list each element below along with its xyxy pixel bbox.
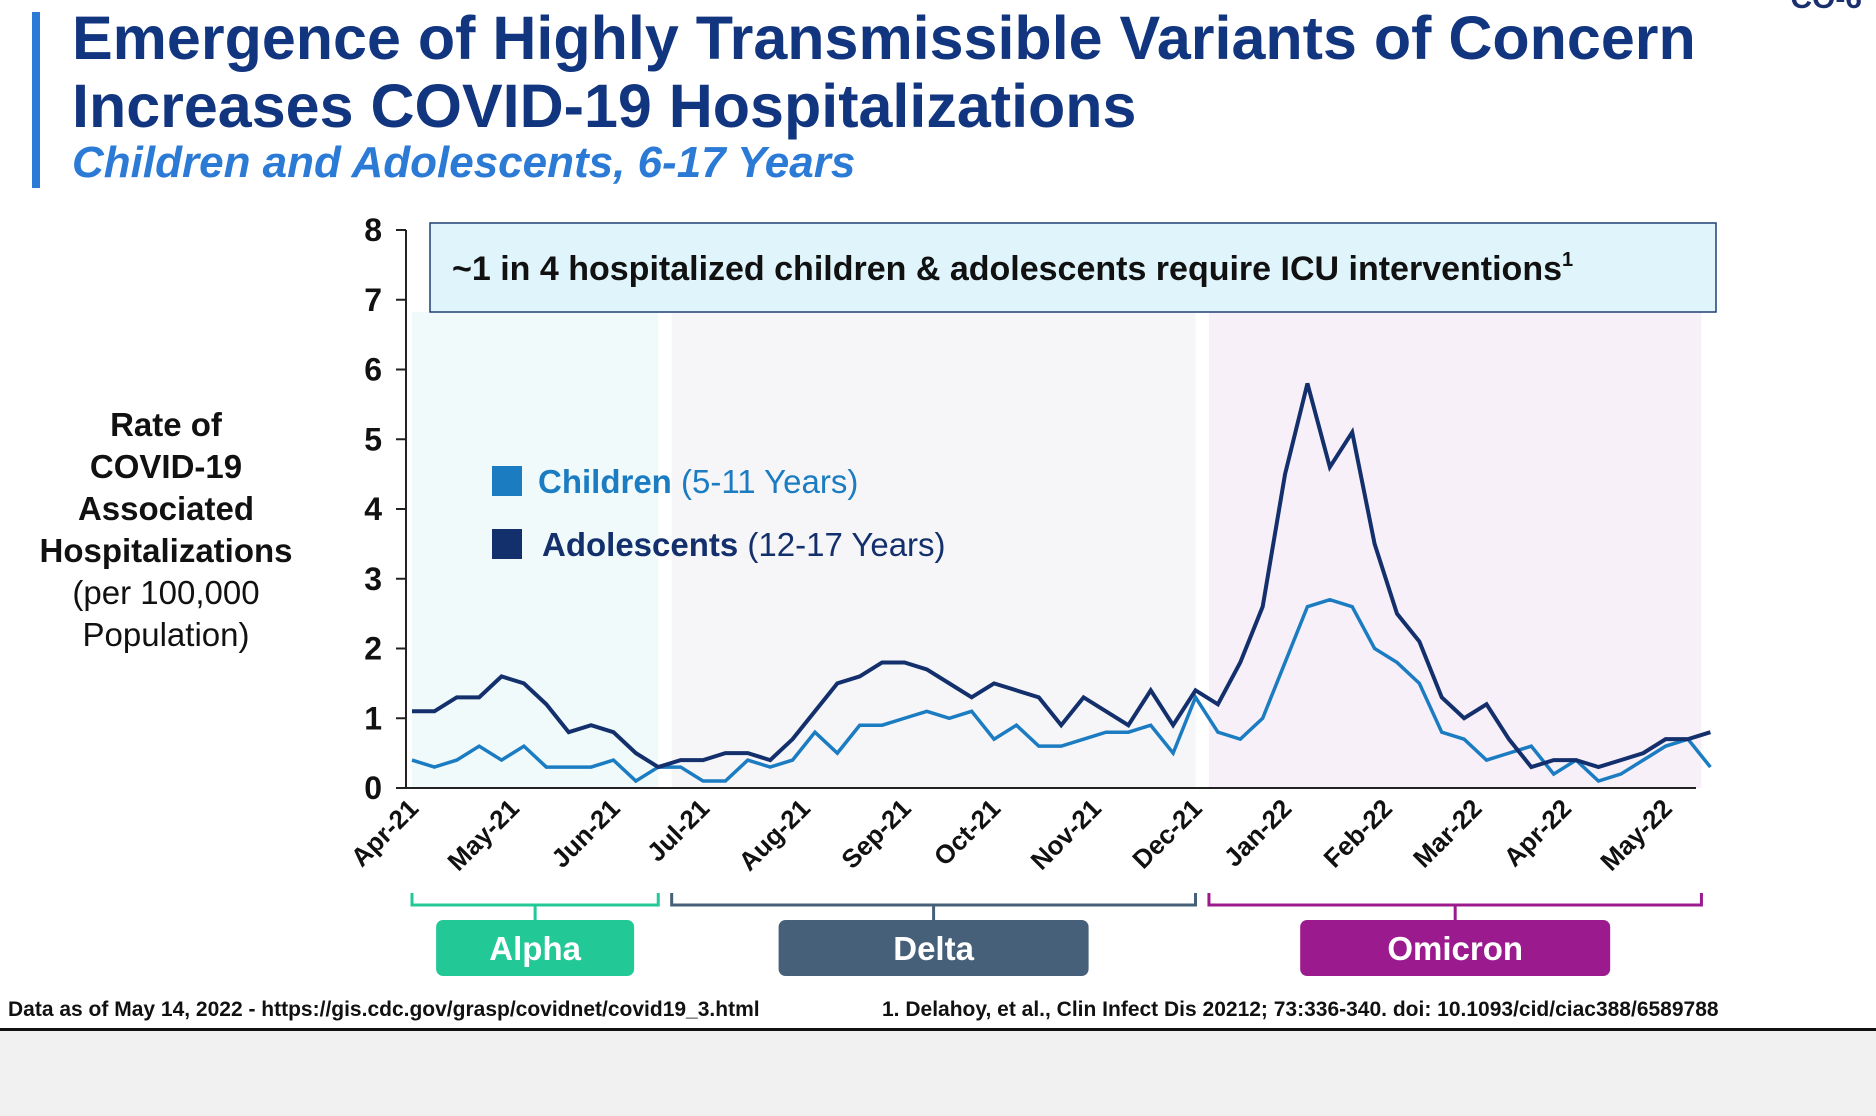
legend-adolescents-space: [738, 526, 747, 563]
x-tick-label-dec-21: Dec-21: [1126, 793, 1208, 875]
icu-callout-box: [429, 222, 1717, 313]
icu-callout-main: ~1 in 4 hospitalized children & adolesce…: [452, 250, 1562, 288]
footer-source: Data as of May 14, 2022 - https://gis.cd…: [8, 998, 760, 1021]
y-label-line-1: Rate of: [110, 406, 222, 443]
window-bottom-strip: [0, 1031, 1876, 1116]
x-tick-label-mar-22: Mar-22: [1407, 793, 1487, 873]
x-tick-label-apr-22: Apr-22: [1498, 793, 1577, 872]
omicron-label: Omicron: [1387, 930, 1523, 967]
footer-divider: [0, 1028, 1876, 1031]
legend-children: Children (5-11 Years): [492, 463, 858, 500]
legend-adolescents-name: Adolescents: [542, 526, 738, 563]
y-label-line-2: COVID-19: [89, 448, 243, 485]
legend-adolescents-ages: (12-17 Years): [747, 526, 945, 563]
x-tick-label-nov-21: Nov-21: [1024, 793, 1107, 876]
delta-bracket-line: [670, 893, 1198, 907]
y-label-line-3: Associated: [77, 490, 255, 527]
title-accent-bar: [32, 12, 40, 188]
y-label-line-4: Hospitalizations: [39, 532, 293, 569]
page-subtitle: Children and Adolescents, 6-17 Years: [72, 138, 856, 187]
legend-children-name: Children: [538, 463, 672, 500]
y-axis-label: Rate of COVID-19 Associated Hospitalizat…: [20, 404, 312, 656]
legend-adolescents-swatch: [492, 529, 522, 559]
x-tick-label-aug-21: Aug-21: [732, 793, 816, 877]
alpha-label: Alpha: [489, 930, 581, 967]
y-label-line-5: (per 100,000: [72, 574, 260, 611]
y-tick-label-1: 1: [364, 700, 382, 736]
title-line-2: Increases COVID-19 Hospitalizations: [72, 72, 1137, 140]
delta-period-bracket: Delta: [670, 893, 1198, 976]
adolescents-series-line: [412, 382, 1711, 770]
icu-callout-superscript: 1: [1562, 249, 1573, 271]
y-tick-label-3: 3: [364, 561, 382, 597]
y-tick-label-4: 4: [364, 491, 382, 527]
legend-adolescents: Adolescents (12-17 Years): [492, 526, 946, 563]
y-tick-label-8: 8: [364, 212, 382, 248]
alpha-bracket-line: [410, 893, 660, 907]
x-tick-label-oct-21: Oct-21: [928, 793, 1006, 871]
omicron-label-pill: [1300, 920, 1611, 976]
legend-children-label: Children (5-11 Years): [538, 463, 858, 500]
x-tick-label-may-21: May-21: [441, 793, 525, 877]
legend-children-ages: (5-11 Years): [681, 463, 858, 500]
omicron-bracket-line: [1207, 893, 1703, 907]
alpha-period-band: [412, 312, 659, 788]
x-tick-label-feb-22: Feb-22: [1318, 793, 1398, 873]
y-tick-label-6: 6: [364, 352, 382, 388]
alpha-label-pill: [436, 920, 635, 976]
icu-callout-text: ~1 in 4 hospitalized children & adolesce…: [452, 249, 1573, 288]
delta-label-pill: [778, 920, 1089, 976]
x-tick-label-jul-21: Jul-21: [641, 793, 715, 867]
y-tick-label-5: 5: [364, 421, 382, 457]
omicron-period-band: [1208, 312, 1702, 788]
legend-children-space: [672, 463, 681, 500]
slide-id: CO-6: [1790, 0, 1862, 16]
y-tick-label-2: 2: [364, 631, 382, 667]
delta-label: Delta: [893, 930, 974, 967]
alpha-period-bracket: Alpha: [410, 893, 660, 976]
y-tick-label-0: 0: [364, 770, 382, 806]
y-label-line-6: Population): [82, 616, 250, 653]
x-tick-label-may-22: May-22: [1594, 793, 1678, 877]
slide: CO-6 Emergence of Highly Transmissible V…: [8, 0, 1862, 1021]
title-line-1: Emergence of Highly Transmissible Varian…: [72, 4, 1696, 72]
legend-adolescents-label: Adolescents (12-17 Years): [542, 526, 946, 563]
x-tick-label-sep-21: Sep-21: [835, 793, 917, 875]
page-title: Emergence of Highly Transmissible Varian…: [72, 4, 1696, 140]
omicron-period-bracket: Omicron: [1207, 893, 1703, 976]
y-tick-label-7: 7: [364, 282, 382, 318]
footer-reference: 1. Delahoy, et al., Clin Infect Dis 2021…: [882, 998, 1719, 1021]
children-series-line: [411, 597, 1712, 784]
legend-children-swatch: [492, 466, 522, 496]
x-tick-label-jan-22: Jan-22: [1218, 793, 1297, 872]
delta-period-band: [671, 312, 1196, 788]
x-tick-label-jun-21: Jun-21: [545, 793, 625, 873]
x-tick-label-apr-21: Apr-21: [345, 793, 424, 872]
hospitalization-chart: 0 1 2 3 4 5 6 7 8 Apr-21 May-21 Jun-21 Jul-21 Aug-21 S…: [345, 212, 1717, 976]
